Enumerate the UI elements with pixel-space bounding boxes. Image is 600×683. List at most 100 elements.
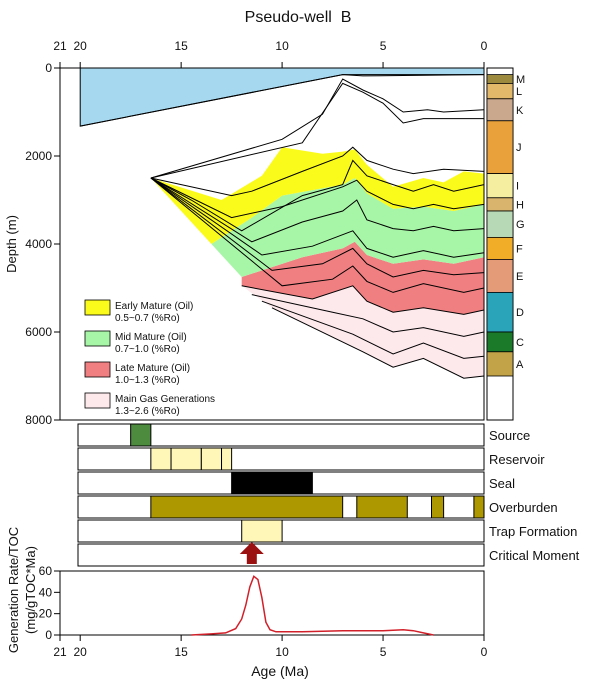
generation-tick-label: 60 [39, 564, 53, 578]
top-tick-label: 0 [481, 39, 488, 53]
legend-label: Main Gas Generations [115, 394, 215, 405]
generation-tick-label: 0 [45, 628, 52, 642]
bottom-tick-label: 5 [380, 645, 387, 659]
water-column-fill [79, 67, 485, 127]
event-segment [241, 519, 283, 543]
top-tick-label: 10 [275, 39, 289, 53]
generation-tick-label: 20 [39, 607, 53, 621]
lithology-label: H [516, 199, 524, 211]
lithology-label: F [516, 243, 523, 255]
lithology-unit [486, 331, 514, 353]
depth-tick-label: 8000 [25, 413, 52, 427]
burial-history-plot: 21 20 15 10 5 0 0 2000 4000 6000 8000 Depth (m) E… [4, 39, 525, 427]
legend-range: 0.5~0.7 (%Ro) [115, 313, 180, 324]
event-segment [200, 447, 223, 471]
depth-axis: 0 2000 4000 6000 8000 [25, 61, 60, 427]
legend-swatch [84, 330, 111, 347]
generation-plot-frame [59, 570, 485, 636]
horizon-line-7 [150, 177, 485, 243]
lithology-label: A [516, 359, 524, 371]
generation-axis-unit: (mg/gTOC*Ma) [23, 546, 38, 634]
horizon-line-13 [261, 300, 485, 359]
lithology-label: M [516, 74, 525, 86]
legend-range: 1.0~1.3 (%Ro) [115, 375, 180, 386]
bottom-age-axis: 21 20 15 10 5 0 [53, 635, 488, 659]
bottom-tick-label: 20 [74, 645, 88, 659]
event-segment [150, 495, 344, 519]
legend-label: Mid Mature (Oil) [115, 332, 187, 343]
bottom-tick-label: 15 [174, 645, 188, 659]
event-row-label: Trap Formation [489, 524, 577, 539]
event-row-label: Overburden [489, 500, 558, 515]
event-row-label: Reservoir [489, 452, 545, 467]
lithology-unit [486, 210, 514, 238]
lithology-label: K [516, 105, 524, 117]
depth-axis-label: Depth (m) [4, 215, 19, 273]
legend-swatch [84, 361, 111, 378]
horizon-line-5 [150, 82, 484, 179]
lithology-label: C [516, 337, 524, 349]
lithology-unit [486, 351, 514, 377]
chart-title: Pseudo-well B [245, 9, 352, 26]
water-column [79, 67, 485, 127]
event-segment [130, 423, 152, 447]
lithology-unit [486, 236, 514, 260]
horizon-line-14 [271, 307, 485, 379]
lithology-label: J [516, 142, 522, 154]
generation-axis: 0 20 40 60 [39, 564, 60, 642]
event-segment [150, 447, 172, 471]
legend-swatch [84, 299, 111, 316]
top-age-axis: 21 20 15 10 5 0 [53, 39, 488, 68]
bottom-tick-label: 10 [275, 645, 289, 659]
maturity-zone-2 [241, 241, 484, 315]
x-axis-label: Age (Ma) [251, 663, 309, 679]
depth-tick-label: 0 [45, 61, 52, 75]
generation-tick-label: 40 [39, 585, 53, 599]
generation-axis-label: Generation Rate/TOC [6, 527, 21, 653]
legend-swatch [84, 392, 111, 409]
event-segment [231, 471, 313, 495]
lithology-unit [486, 197, 514, 212]
legend-label: Early Mature (Oil) [115, 301, 193, 312]
bottom-tick-label: 0 [481, 645, 488, 659]
maturity-zones [150, 147, 484, 379]
bottom-tick-label: 21 [53, 645, 67, 659]
depth-tick-label: 2000 [25, 149, 52, 163]
horizon-line-8 [150, 177, 485, 258]
lithology-unit [486, 98, 514, 122]
horizon-line-4 [150, 78, 485, 179]
event-row-label: Source [489, 428, 530, 443]
top-tick-label: 5 [380, 39, 387, 53]
event-row-label: Seal [489, 476, 515, 491]
events-chart: Source Reservoir Seal Overburden Trap Format… [77, 423, 580, 567]
event-segment [473, 495, 485, 519]
lithology-label: D [516, 307, 524, 319]
top-tick-label: 20 [74, 39, 88, 53]
event-segment [356, 495, 408, 519]
depth-tick-label: 6000 [25, 325, 52, 339]
legend-label: Late Mature (Oil) [115, 363, 190, 374]
event-segment [170, 447, 202, 471]
depth-tick-label: 4000 [25, 237, 52, 251]
lithology-unit [486, 291, 514, 333]
top-tick-label: 21 [53, 39, 67, 53]
generation-rate-plot: 0 20 40 60 Generation Rate/TOC (mg/gTOC*Ma) [6, 527, 485, 653]
event-segment [221, 447, 233, 471]
event-row-frame [77, 543, 485, 567]
maturity-zone-4 [150, 147, 484, 244]
maturity-legend: Early Mature (Oil)0.5~0.7 (%Ro) Mid Matur… [84, 299, 215, 417]
legend-range: 0.7~1.0 (%Ro) [115, 344, 180, 355]
lithology-label: E [516, 271, 523, 283]
lithology-unit [486, 74, 514, 84]
lithology-unit [486, 258, 514, 293]
horizon-line-3 [150, 146, 485, 197]
lithology-label: L [516, 86, 522, 98]
horizon-lines [80, 74, 485, 379]
burial-plot-frame [59, 67, 485, 421]
top-tick-label: 15 [174, 39, 188, 53]
event-row-frame [77, 447, 485, 471]
lithology-unit [486, 120, 514, 175]
event-row-frame [77, 423, 485, 447]
